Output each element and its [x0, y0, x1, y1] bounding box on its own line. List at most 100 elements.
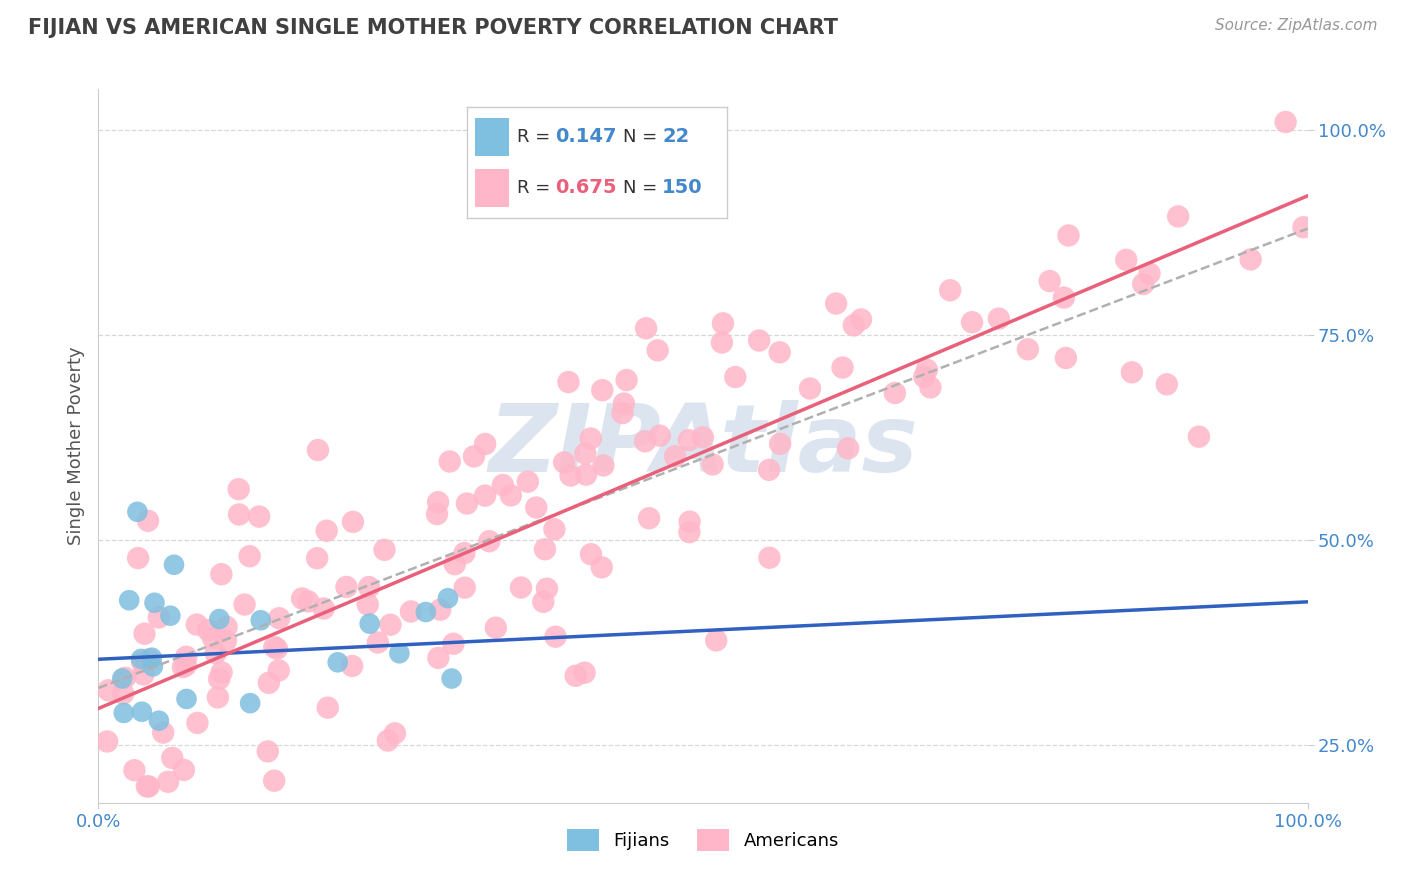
Point [748, 334, 770, 348]
Point [560, 468, 582, 483]
Point [172, 660, 194, 674]
Point [186, 617, 208, 632]
Point [138, 652, 160, 666]
Point [441, 637, 464, 651]
Point [263, 640, 285, 654]
Point [152, 725, 174, 739]
Point [915, 363, 938, 377]
Point [634, 434, 657, 449]
Point [239, 549, 262, 564]
Point [173, 763, 195, 777]
Point [112, 706, 135, 720]
Point [463, 450, 485, 464]
Point [204, 646, 226, 660]
Point [316, 700, 339, 714]
Point [647, 343, 669, 358]
Point [174, 649, 197, 664]
Point [1039, 274, 1062, 288]
Point [127, 505, 149, 519]
Point [247, 509, 270, 524]
Point [228, 482, 250, 496]
Text: ZIPAtlas: ZIPAtlas [488, 400, 918, 492]
Y-axis label: Single Mother Poverty: Single Mother Poverty [66, 347, 84, 545]
Point [1053, 291, 1076, 305]
Point [939, 283, 962, 297]
Point [174, 658, 197, 673]
Point [1292, 220, 1315, 235]
Point [616, 373, 638, 387]
Point [920, 380, 942, 394]
Point [429, 602, 451, 616]
Point [211, 665, 233, 680]
Point [1115, 252, 1137, 267]
Point [163, 558, 186, 572]
Point [638, 511, 661, 525]
Point [443, 558, 465, 572]
Point [439, 454, 461, 468]
Point [648, 428, 671, 442]
Point [553, 455, 575, 469]
Point [440, 672, 463, 686]
Point [315, 524, 337, 538]
Point [307, 443, 329, 458]
Point [769, 345, 792, 359]
Point [453, 546, 475, 560]
Point [710, 335, 733, 350]
Point [612, 406, 634, 420]
Point [114, 671, 136, 685]
Point [239, 696, 262, 710]
Point [557, 375, 579, 389]
Point [711, 316, 734, 330]
Point [143, 596, 166, 610]
Point [138, 780, 160, 794]
Point [326, 655, 349, 669]
Point [209, 567, 232, 582]
Point [233, 598, 256, 612]
Point [592, 458, 614, 473]
Point [197, 623, 219, 637]
Point [118, 593, 141, 607]
Point [579, 547, 602, 561]
Point [678, 525, 700, 540]
Point [1054, 351, 1077, 365]
Text: Source: ZipAtlas.com: Source: ZipAtlas.com [1215, 18, 1378, 33]
Point [799, 382, 821, 396]
Point [524, 500, 547, 515]
Point [342, 515, 364, 529]
Point [377, 733, 399, 747]
Point [678, 515, 700, 529]
Point [1167, 210, 1189, 224]
Point [510, 581, 533, 595]
Point [134, 626, 156, 640]
Point [769, 437, 792, 451]
Point [335, 580, 357, 594]
Point [148, 714, 170, 728]
Point [437, 591, 460, 606]
Point [1132, 277, 1154, 291]
Point [704, 633, 727, 648]
Point [111, 672, 134, 686]
Point [474, 437, 496, 451]
Point [142, 659, 165, 673]
Point [131, 705, 153, 719]
Point [912, 369, 935, 384]
Point [678, 433, 700, 447]
Point [415, 605, 437, 619]
Point [269, 611, 291, 625]
Point [297, 594, 319, 608]
Point [263, 773, 285, 788]
Point [544, 630, 567, 644]
Point [485, 621, 508, 635]
Point [613, 396, 636, 410]
Point [357, 598, 380, 612]
Point [1121, 365, 1143, 379]
Point [208, 612, 231, 626]
Point [427, 650, 450, 665]
Point [207, 690, 229, 705]
Point [579, 432, 602, 446]
Point [427, 495, 450, 509]
Point [127, 551, 149, 566]
Point [574, 447, 596, 461]
Point [380, 617, 402, 632]
Point [543, 522, 565, 536]
